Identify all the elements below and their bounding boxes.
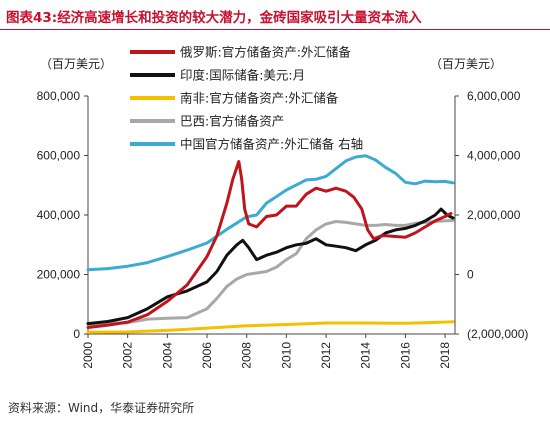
- legend-label-4: 中国官方储备资产:外汇储备 右轴: [180, 137, 363, 152]
- legend-label-0: 俄罗斯:官方储备资产:外汇储备: [180, 45, 351, 60]
- left-axis-tick-label: 600,000: [37, 149, 81, 163]
- series-line-2: [86, 320, 455, 334]
- series-line-4: [86, 154, 455, 272]
- x-axis-tick-label: 2006: [200, 342, 214, 369]
- left-axis-tick-label: 800,000: [37, 89, 81, 103]
- right-axis-tick-label: 0: [467, 268, 474, 282]
- right-axis-tick-label: 2,000,000: [467, 208, 521, 222]
- x-axis-tick-label: 2010: [279, 342, 293, 369]
- figure-title: 图表43:经济高速增长和投资的较大潜力，金砖国家吸引大量资本流入: [0, 0, 550, 30]
- right-axis-unit: （百万美元）: [430, 57, 503, 71]
- figure-title-text: 经济高速增长和投资的较大潜力，金砖国家吸引大量资本流入: [57, 10, 422, 26]
- series-line-1: [86, 207, 455, 326]
- left-axis-unit: （百万美元）: [40, 57, 113, 71]
- x-axis-tick-label: 2002: [121, 342, 135, 369]
- left-axis-tick-label: 400,000: [37, 208, 81, 222]
- right-axis-tick-label: 4,000,000: [467, 149, 521, 163]
- source-note: 资料来源：Wind，华泰证券研究所: [8, 401, 195, 415]
- legend-label-2: 南非:官方储备资产:外汇储备: [180, 91, 339, 106]
- x-axis-tick-label: 2016: [398, 342, 412, 369]
- left-axis-tick-label: 200,000: [37, 268, 81, 282]
- x-axis-tick-label: 2000: [81, 342, 95, 369]
- figure-number: 图表43:: [6, 10, 58, 26]
- right-axis-tick-label: 6,000,000: [467, 89, 521, 103]
- x-axis-tick-label: 2004: [160, 342, 174, 369]
- x-axis-tick-label: 2012: [319, 342, 333, 369]
- right-axis-tick-label: (2,000,000): [467, 327, 528, 341]
- left-axis-tick-label: 0: [73, 327, 80, 341]
- x-axis-tick-label: 2014: [359, 342, 373, 369]
- series-line-0: [86, 160, 453, 329]
- legend-label-3: 巴西:官方储备资产: [180, 114, 284, 129]
- legend-label-1: 印度:国际储备:美元:月: [180, 68, 305, 83]
- series-line-3: [86, 218, 455, 326]
- x-axis-tick-label: 2008: [240, 342, 254, 369]
- x-axis-tick-label: 2018: [438, 342, 452, 369]
